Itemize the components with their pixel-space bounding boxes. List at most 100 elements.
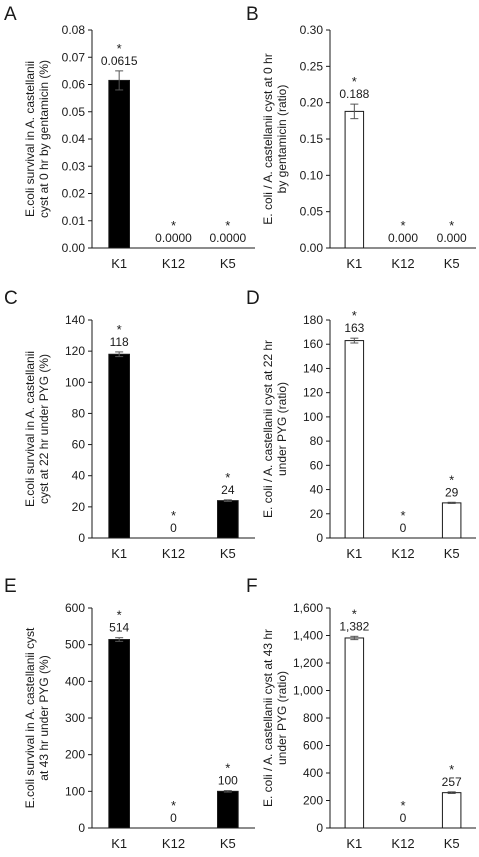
- bar-k5: [217, 790, 239, 829]
- data-label: 1,382: [339, 619, 369, 633]
- y-tick-label: 0.20: [300, 96, 324, 110]
- data-label: 0: [170, 811, 177, 825]
- bar-k5: [217, 500, 239, 539]
- y-tick-label: 40: [310, 483, 324, 497]
- panel-letter: A: [4, 4, 17, 25]
- category-label: K1: [346, 836, 362, 851]
- significance-star: *: [352, 606, 357, 621]
- data-label: 29: [445, 485, 459, 499]
- y-tick-label: 800: [303, 711, 323, 725]
- y-axis-label: E.coli survival in A. castellaniicyst at…: [23, 60, 51, 218]
- significance-star: *: [449, 218, 454, 233]
- bar-k1: [344, 637, 365, 829]
- y-tick-label: 300: [65, 711, 85, 725]
- y-tick-label: 160: [303, 337, 323, 351]
- significance-star: *: [171, 218, 176, 233]
- y-tick-label: 1,400: [293, 629, 323, 643]
- y-axis-label-line: E. coli / A. castellanii cyst at 43 hr: [261, 629, 275, 807]
- data-label: 0.0000: [155, 231, 192, 245]
- y-axis-label-line: cyst at 0 hr by gentamicin (%): [37, 60, 51, 218]
- data-label: 257: [442, 775, 462, 789]
- panel-c: C 0 20 40 60 80 100 120 140 E.coli survival in A…: [4, 288, 255, 561]
- y-axis-label-line: E.coli survival in A. castellanii: [23, 61, 37, 217]
- y-tick-label: 60: [72, 438, 86, 452]
- y-axis-label-line: under PYG (ratio): [275, 671, 289, 765]
- category-label: K1: [346, 256, 362, 271]
- category-label: K12: [162, 836, 185, 851]
- y-tick-label: 600: [303, 739, 323, 753]
- significance-star: *: [400, 508, 405, 523]
- y-tick-label: 0.15: [300, 132, 324, 146]
- y-axis-label: E. coli / A. castellanii cyst at 0 hrby …: [261, 53, 289, 224]
- y-tick-label: 20: [310, 507, 324, 521]
- data-label: 0: [170, 521, 177, 535]
- category-label: K5: [220, 256, 236, 271]
- category-label: K5: [444, 256, 460, 271]
- bar-k1: [344, 110, 365, 249]
- data-label: 163: [344, 321, 364, 335]
- significance-star: *: [449, 762, 454, 777]
- category-label: K1: [346, 546, 362, 561]
- y-tick-label: 40: [72, 469, 86, 483]
- significance-star: *: [449, 472, 454, 487]
- y-axis-label: E. coli / A. castellanii cyst at 43 hrun…: [261, 629, 289, 807]
- significance-star: *: [117, 41, 122, 56]
- y-axis-label-line: E. coli / A. castellanii cyst at 0 hr: [261, 53, 275, 224]
- y-tick-label: 100: [65, 784, 85, 798]
- bar-k5: [441, 792, 462, 829]
- y-tick-label: 140: [303, 361, 323, 375]
- significance-star: *: [117, 322, 122, 337]
- y-axis-label-line: E.coli survival in A. castellanii cyst: [23, 627, 37, 808]
- category-label: K12: [162, 256, 185, 271]
- data-label: 118: [110, 335, 129, 349]
- significance-star: *: [400, 798, 405, 813]
- panel-e: E 0 100 200 300 400 500 600 E.coli survival in …: [4, 576, 255, 851]
- y-tick-label: 0.00: [300, 241, 324, 255]
- y-tick-label: 600: [65, 601, 85, 615]
- y-tick-label: 0.30: [300, 23, 324, 37]
- category-label: K12: [162, 546, 185, 561]
- y-tick-label: 60: [310, 458, 324, 472]
- y-tick-label: 500: [65, 638, 85, 652]
- y-tick-label: 0: [78, 821, 85, 835]
- category-label: K1: [111, 256, 127, 271]
- panel-f: F 0 200 400 600 800 1,000 1,200 1,400 1,600 E. co…: [246, 576, 476, 851]
- significance-star: *: [225, 761, 230, 776]
- y-tick-label: 0.02: [62, 187, 86, 201]
- data-label: 0: [400, 521, 407, 535]
- data-label: 0: [400, 811, 407, 825]
- significance-star: *: [352, 74, 357, 89]
- bar-k1: [108, 639, 130, 829]
- y-tick-label: 0.04: [62, 132, 86, 146]
- data-label: 0.000: [437, 231, 467, 245]
- y-axis-label-line: E.coli survival in A. castellanii: [23, 351, 37, 507]
- panel-letter: F: [246, 576, 258, 597]
- y-axis-label-line: by gentamicin (ratio): [275, 85, 289, 194]
- category-label: K5: [444, 836, 460, 851]
- significance-star: *: [352, 308, 357, 323]
- y-tick-label: 0: [78, 531, 85, 545]
- y-tick-label: 0.10: [300, 168, 324, 182]
- y-axis-label-line: under PYG (ratio): [275, 382, 289, 476]
- y-tick-label: 0: [316, 531, 323, 545]
- y-tick-label: 120: [65, 344, 85, 358]
- y-tick-label: 0.25: [300, 59, 324, 73]
- y-tick-label: 100: [303, 410, 323, 424]
- panel-letter: D: [246, 288, 260, 309]
- y-axis-label-line: at 43 hr under PYG (%): [37, 655, 51, 780]
- data-label: 514: [109, 621, 129, 635]
- category-label: K1: [111, 546, 127, 561]
- significance-star: *: [171, 798, 176, 813]
- y-tick-label: 0.03: [62, 159, 86, 173]
- significance-star: *: [117, 608, 122, 623]
- category-label: K5: [220, 836, 236, 851]
- y-tick-label: 1,000: [293, 684, 323, 698]
- y-tick-label: 0.06: [62, 78, 86, 92]
- significance-star: *: [171, 508, 176, 523]
- significance-star: *: [225, 218, 230, 233]
- bar-k1: [344, 340, 365, 539]
- y-tick-label: 1,600: [293, 601, 323, 615]
- bar-k5: [441, 502, 462, 539]
- bar-k1: [108, 79, 130, 249]
